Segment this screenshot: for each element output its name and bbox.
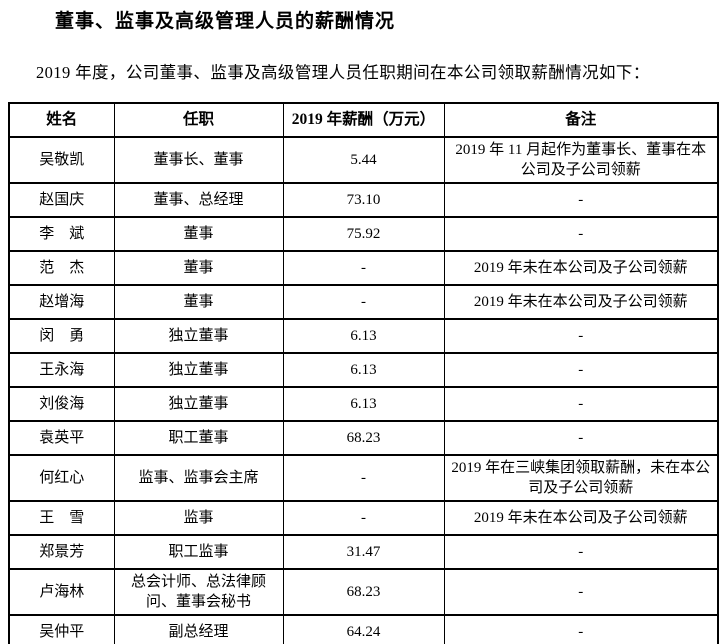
note-cell: - (443, 182, 719, 218)
name-cell: 刘俊海 (8, 386, 115, 422)
table-row: 王永海 独立董事 6.13- (8, 352, 719, 388)
note-cell: 2019 年未在本公司及子公司领薪 (443, 500, 719, 536)
table-row: 王 雪监事 -2019 年未在本公司及子公司领薪 (8, 500, 719, 536)
position-cell: 董事长、董事 (113, 136, 284, 184)
name-cell: 王永海 (8, 352, 115, 388)
salary-table: 姓名 任职 2019 年薪酬（万元） 备注 吴敬凯 董事长、董事 5.44 2019 … (8, 102, 719, 644)
salary-cell: 6.13 (282, 318, 445, 354)
note-cell: - (443, 534, 719, 570)
table-row: 吴仲平 副总经理 64.24- (8, 614, 719, 644)
salary-cell: 31.47 (282, 534, 445, 570)
salary-cell: - (282, 454, 445, 502)
position-cell: 独立董事 (113, 318, 284, 354)
name-cell: 王 雪 (8, 500, 115, 536)
table-row: 郑景芳 职工监事 31.47- (8, 534, 719, 570)
position-cell: 董事 (113, 216, 284, 252)
salary-cell: 6.13 (282, 352, 445, 388)
table-row: 范 杰董事 -2019 年未在本公司及子公司领薪 (8, 250, 719, 286)
table-row: 何红心 监事、监事会主席 -2019 年在三峡集团领取薪酬，未在本公司及子公司领薪 (8, 454, 719, 502)
salary-cell: 6.13 (282, 386, 445, 422)
salary-cell: - (282, 250, 445, 286)
note-cell: - (443, 568, 719, 616)
name-cell: 吴敬凯 (8, 136, 115, 184)
name-cell: 范 杰 (8, 250, 115, 286)
name-cell: 郑景芳 (8, 534, 115, 570)
header-name: 姓名 (8, 102, 115, 138)
salary-cell: 68.23 (282, 420, 445, 456)
table-row: 闵 勇独立董事 6.13- (8, 318, 719, 354)
name-cell: 闵 勇 (8, 318, 115, 354)
name-cell: 袁英平 (8, 420, 115, 456)
position-cell: 董事、总经理 (113, 182, 284, 218)
salary-cell: - (282, 284, 445, 320)
position-cell: 董事 (113, 284, 284, 320)
table-row: 袁英平 职工董事 68.23- (8, 420, 719, 456)
note-cell: 2019 年 11 月起作为董事长、董事在本公司及子公司领薪 (443, 136, 719, 184)
table-row: 李 斌董事 75.92- (8, 216, 719, 252)
salary-cell: 5.44 (282, 136, 445, 184)
salary-cell: 68.23 (282, 568, 445, 616)
note-cell: - (443, 216, 719, 252)
note-cell: 2019 年未在本公司及子公司领薪 (443, 284, 719, 320)
name-cell: 吴仲平 (8, 614, 115, 644)
salary-cell: 73.10 (282, 182, 445, 218)
position-cell: 职工董事 (113, 420, 284, 456)
name-cell: 何红心 (8, 454, 115, 502)
document-page: 董事、监事及高级管理人员的薪酬情况 2019 年度，公司董事、监事及高级管理人员… (0, 9, 725, 644)
table-row: 卢海林 总会计师、总法律顾问、董事会秘书 68.23- (8, 568, 719, 616)
header-row: 姓名 任职 2019 年薪酬（万元） 备注 (8, 102, 719, 138)
name-cell: 赵增海 (8, 284, 115, 320)
table-row: 吴敬凯 董事长、董事 5.44 2019 年 11 月起作为董事长、董事在本公司及子公… (8, 136, 719, 184)
position-cell: 独立董事 (113, 386, 284, 422)
header-salary: 2019 年薪酬（万元） (282, 102, 445, 138)
position-cell: 独立董事 (113, 352, 284, 388)
note-cell: - (443, 352, 719, 388)
page-title: 董事、监事及高级管理人员的薪酬情况 (55, 11, 396, 32)
position-cell: 董事 (113, 250, 284, 286)
note-cell: 2019 年在三峡集团领取薪酬，未在本公司及子公司领薪 (443, 454, 719, 502)
salary-table-body: 吴敬凯 董事长、董事 5.44 2019 年 11 月起作为董事长、董事在本公司及子公… (8, 136, 719, 644)
note-cell: - (443, 318, 719, 354)
note-cell: - (443, 386, 719, 422)
position-cell: 总会计师、总法律顾问、董事会秘书 (113, 568, 284, 616)
position-cell: 职工监事 (113, 534, 284, 570)
table-row: 刘俊海 独立董事 6.13- (8, 386, 719, 422)
name-cell: 赵国庆 (8, 182, 115, 218)
salary-cell: 64.24 (282, 614, 445, 644)
salary-cell: 75.92 (282, 216, 445, 252)
header-position: 任职 (113, 102, 284, 138)
intro-paragraph: 2019 年度，公司董事、监事及高级管理人员任职期间在本公司领取薪酬情况如下： (36, 63, 650, 82)
name-cell: 卢海林 (8, 568, 115, 616)
position-cell: 监事、监事会主席 (113, 454, 284, 502)
note-cell: - (443, 614, 719, 644)
note-cell: 2019 年未在本公司及子公司领薪 (443, 250, 719, 286)
salary-cell: - (282, 500, 445, 536)
salary-table-header: 姓名 任职 2019 年薪酬（万元） 备注 (8, 102, 719, 138)
table-row: 赵增海 董事 -2019 年未在本公司及子公司领薪 (8, 284, 719, 320)
position-cell: 副总经理 (113, 614, 284, 644)
table-row: 赵国庆 董事、总经理 73.10- (8, 182, 719, 218)
note-cell: - (443, 420, 719, 456)
name-cell: 李 斌 (8, 216, 115, 252)
position-cell: 监事 (113, 500, 284, 536)
header-note: 备注 (443, 102, 719, 138)
